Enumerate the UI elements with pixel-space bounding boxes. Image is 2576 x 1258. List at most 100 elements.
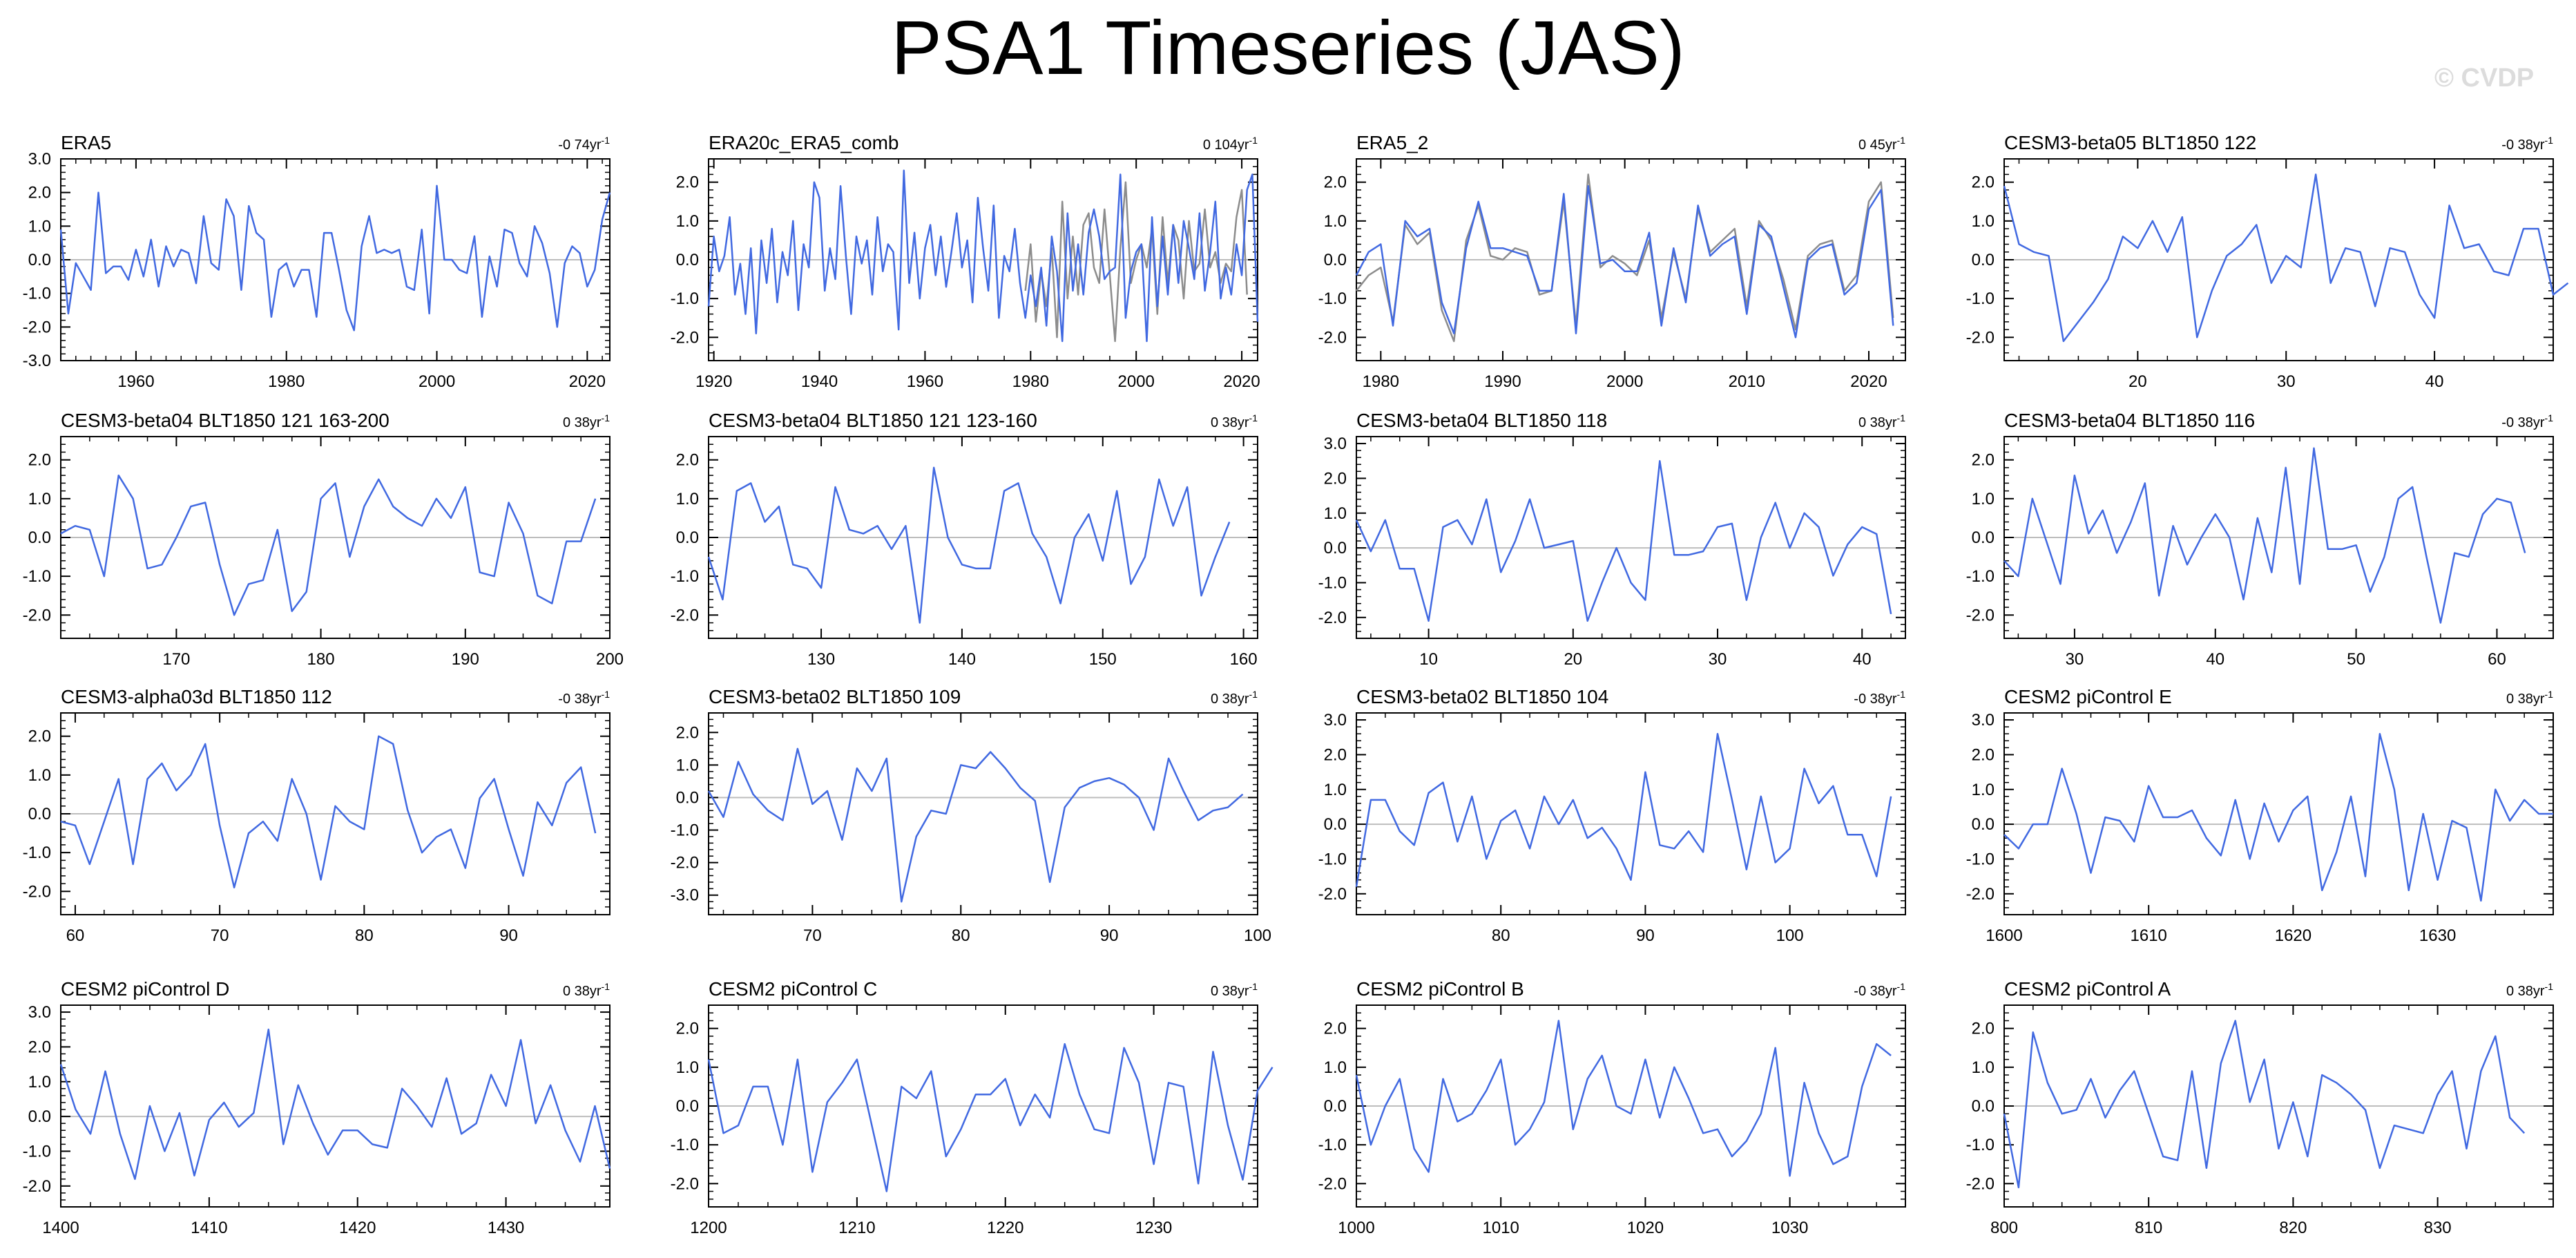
x-tick-label: 1620: [2275, 926, 2311, 945]
x-tick-label: 1400: [42, 1219, 79, 1237]
y-tick-label: -2.0: [1966, 885, 1995, 904]
y-tick-label: -3.0: [671, 886, 699, 905]
y-tick-label: 2.0: [1324, 173, 1347, 192]
y-tick-label: 2.0: [676, 173, 699, 192]
trend-label: -0 38yr-1: [2501, 135, 2553, 153]
y-tick-label: 1.0: [1324, 1058, 1347, 1077]
x-tick-label: 40: [2425, 372, 2444, 391]
x-tick-label: 1200: [690, 1219, 727, 1237]
x-tick-label: 100: [1776, 926, 1804, 945]
y-tick-label: -1.0: [23, 567, 51, 586]
plot-frame: [1356, 436, 1906, 639]
y-tick-label: 2.0: [676, 723, 699, 742]
x-tick-label: 70: [803, 926, 822, 945]
x-tick-label: 50: [2347, 650, 2365, 669]
y-tick-label: -2.0: [1966, 606, 1995, 625]
y-tick-label: -1.0: [1966, 567, 1995, 586]
series-line: [2003, 173, 2569, 343]
chart-panel: 170 180 190 200 -2.0 -1.0 0.0 1.0 2.0 CESM3-beta0…: [23, 410, 624, 669]
chart-panel: 1960 1980 2000 2020 -3.0 -2.0 -1.0 0.0 1.0 2.0 3.0…: [23, 132, 611, 391]
panel-title: CESM3-beta04 BLT1850 118: [1356, 410, 1607, 431]
panel-title: CESM3-beta04 BLT1850 116: [2004, 410, 2255, 431]
trend-label: -0 38yr-1: [1854, 981, 1905, 999]
y-tick-label: 2.0: [1324, 1020, 1347, 1038]
y-tick-label: 2.0: [1324, 469, 1347, 488]
x-tick-label: 1230: [1135, 1219, 1172, 1237]
x-tick-label: 60: [66, 926, 85, 945]
x-tick-label: 2000: [1117, 372, 1154, 391]
chart-panel: 1920 1940 1960 1980 2000 2020 -2.0 -1.0 0.0 1.0 2.…: [671, 132, 1260, 391]
y-tick-label: -1.0: [1966, 1136, 1995, 1154]
y-tick-label: 1.0: [676, 756, 699, 774]
y-tick-label: -1.0: [1318, 850, 1347, 868]
y-tick-label: -1.0: [23, 285, 51, 303]
y-tick-label: 0.0: [676, 251, 699, 269]
x-tick-label: 830: [2424, 1219, 2452, 1237]
y-tick-label: 0.0: [28, 1107, 51, 1126]
y-tick-label: -1.0: [23, 1142, 51, 1161]
y-tick-label: 1.0: [1324, 504, 1347, 523]
y-tick-label: -1.0: [671, 567, 699, 586]
trend-label: -0 38yr-1: [2501, 412, 2553, 430]
panel-title: CESM2 piControl B: [1356, 978, 1524, 1000]
x-tick-label: 130: [807, 650, 835, 669]
panel-title: CESM3-beta04 BLT1850 121 123-160: [709, 410, 1037, 431]
trend-label: 0 38yr-1: [2506, 981, 2553, 999]
y-tick-label: -2.0: [671, 1174, 699, 1193]
y-tick-label: -1.0: [1318, 1136, 1347, 1154]
y-tick-label: 0.0: [1324, 539, 1347, 557]
series-line: [59, 1028, 611, 1180]
x-tick-label: 2000: [1606, 372, 1643, 391]
y-tick-label: -2.0: [23, 882, 51, 901]
y-tick-label: 1.0: [1324, 781, 1347, 799]
x-tick-label: 20: [2128, 372, 2147, 391]
x-tick-label: 1980: [1363, 372, 1399, 391]
y-tick-label: 1.0: [676, 490, 699, 508]
y-tick-label: 2.0: [676, 451, 699, 470]
x-tick-label: 1610: [2131, 926, 2167, 945]
y-tick-label: -3.0: [23, 352, 51, 370]
y-tick-label: 2.0: [28, 184, 51, 202]
y-tick-label: -1.0: [671, 1136, 699, 1154]
series-line: [1355, 185, 1894, 339]
y-tick-label: 0.0: [28, 805, 51, 823]
trend-label: 0 104yr-1: [1203, 135, 1258, 153]
y-tick-label: -2.0: [23, 1177, 51, 1196]
x-tick-label: 30: [1709, 650, 1727, 669]
y-tick-label: 2.0: [1972, 745, 1995, 764]
x-tick-label: 2020: [569, 372, 606, 391]
series-line: [2003, 1020, 2526, 1189]
y-tick-label: 2.0: [1972, 1020, 1995, 1038]
x-tick-label: 1000: [1338, 1219, 1374, 1237]
y-tick-label: 2.0: [1324, 745, 1347, 764]
x-tick-label: 1430: [488, 1219, 524, 1237]
x-tick-label: 2000: [419, 372, 455, 391]
y-tick-label: 1.0: [1972, 781, 1995, 799]
panel-title: CESM2 piControl E: [2004, 686, 2172, 707]
y-tick-label: -2.0: [23, 606, 51, 625]
y-tick-label: 1.0: [676, 1058, 699, 1077]
y-tick-label: 0.0: [1324, 251, 1347, 269]
series-line: [707, 1042, 1273, 1192]
panel-title: CESM3-beta05 BLT1850 122: [2004, 132, 2256, 153]
watermark: © CVDP: [2434, 64, 2535, 93]
series-line: [59, 184, 611, 332]
chart-panel: 1600 1610 1620 1630 -2.0 -1.0 0.0 1.0 2.0 3.0 CESM…: [1966, 686, 2554, 945]
trend-label: -0 74yr-1: [558, 135, 610, 153]
panel-title: CESM2 piControl A: [2004, 978, 2171, 1000]
trend-label: 0 38yr-1: [1211, 981, 1258, 999]
x-tick-label: 60: [2488, 650, 2506, 669]
chart-panel: 60 70 80 90 -2.0 -1.0 0.0 1.0 2.0 CESM3-alpha03d …: [23, 686, 611, 945]
chart-panel: 30 40 50 60 -2.0 -1.0 0.0 1.0 2.0 CESM3-beta04 BL…: [1966, 410, 2554, 669]
x-tick-label: 190: [452, 650, 479, 669]
y-tick-label: 1.0: [676, 212, 699, 231]
y-tick-label: -2.0: [1318, 609, 1347, 627]
y-tick-label: -1.0: [1318, 573, 1347, 592]
x-tick-label: 90: [1636, 926, 1655, 945]
series-line: [1356, 173, 1894, 343]
x-tick-label: 40: [2206, 650, 2224, 669]
y-tick-label: 1.0: [1972, 212, 1995, 231]
trend-label: 0 38yr-1: [1211, 412, 1258, 430]
y-tick-label: 3.0: [1972, 711, 1995, 730]
